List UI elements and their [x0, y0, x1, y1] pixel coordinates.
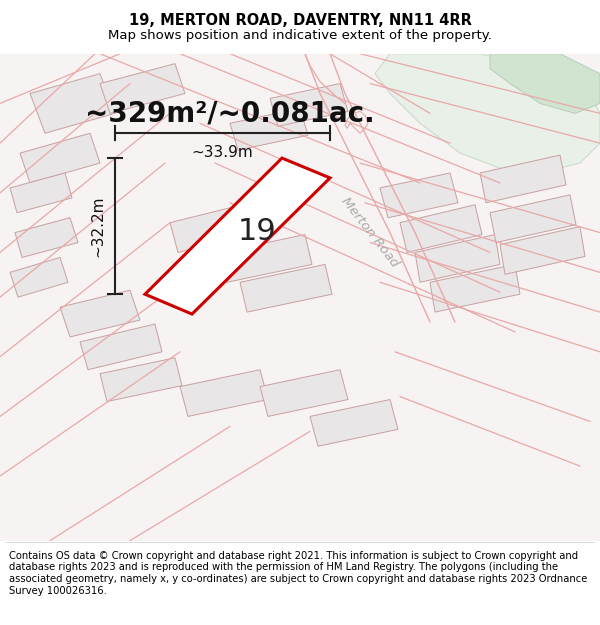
Text: 19, MERTON ROAD, DAVENTRY, NN11 4RR: 19, MERTON ROAD, DAVENTRY, NN11 4RR — [128, 13, 472, 28]
Polygon shape — [490, 54, 600, 113]
Polygon shape — [415, 234, 500, 282]
Polygon shape — [145, 158, 330, 314]
Polygon shape — [100, 357, 182, 401]
Polygon shape — [380, 173, 458, 218]
Polygon shape — [500, 227, 585, 274]
Polygon shape — [230, 108, 308, 150]
Polygon shape — [375, 54, 600, 173]
Polygon shape — [10, 173, 72, 213]
Text: 19: 19 — [238, 217, 277, 246]
Polygon shape — [100, 64, 185, 113]
Polygon shape — [60, 290, 140, 337]
Polygon shape — [15, 217, 78, 258]
Polygon shape — [430, 264, 520, 312]
Polygon shape — [490, 195, 576, 242]
Polygon shape — [270, 84, 348, 126]
Text: ~33.9m: ~33.9m — [191, 145, 253, 160]
Text: Merton Road: Merton Road — [339, 195, 401, 270]
Polygon shape — [30, 74, 115, 133]
Text: Map shows position and indicative extent of the property.: Map shows position and indicative extent… — [108, 29, 492, 42]
Polygon shape — [80, 324, 162, 370]
Text: ~329m²/~0.081ac.: ~329m²/~0.081ac. — [85, 99, 375, 127]
Polygon shape — [180, 370, 268, 416]
Polygon shape — [480, 155, 566, 202]
Polygon shape — [240, 264, 332, 312]
Polygon shape — [260, 370, 348, 416]
Text: ~32.2m: ~32.2m — [90, 196, 105, 257]
Polygon shape — [170, 202, 258, 252]
Polygon shape — [220, 234, 312, 282]
Text: Contains OS data © Crown copyright and database right 2021. This information is : Contains OS data © Crown copyright and d… — [9, 551, 587, 596]
Polygon shape — [310, 399, 398, 446]
Polygon shape — [20, 133, 100, 183]
Polygon shape — [10, 258, 68, 297]
Polygon shape — [400, 205, 482, 252]
